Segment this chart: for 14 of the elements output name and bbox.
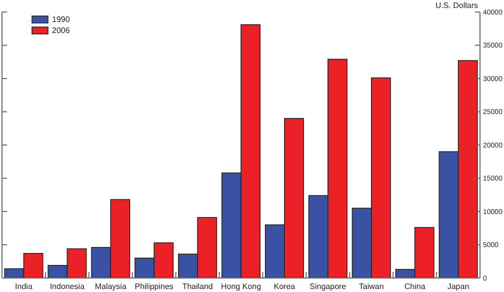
x-tick-label: Thailand bbox=[182, 282, 213, 291]
y-axis-title: U.S. Dollars bbox=[435, 1, 478, 10]
x-tick-label: Singapore bbox=[310, 282, 347, 291]
legend-label: 2006 bbox=[52, 26, 70, 35]
x-tick-label: Japan bbox=[447, 282, 470, 291]
x-tick-label: China bbox=[404, 282, 426, 291]
x-tick-label: Hong Kong bbox=[220, 282, 262, 291]
x-tick-label: Malaysia bbox=[94, 282, 127, 291]
x-tick-label: Korea bbox=[274, 282, 296, 291]
x-tick-label: India bbox=[15, 282, 33, 291]
x-tick-label: Indonesia bbox=[50, 282, 86, 291]
legend-label: 1990 bbox=[52, 15, 70, 24]
x-tick-label: Philippines bbox=[134, 282, 174, 291]
x-tick-label: Taiwan bbox=[358, 282, 384, 291]
